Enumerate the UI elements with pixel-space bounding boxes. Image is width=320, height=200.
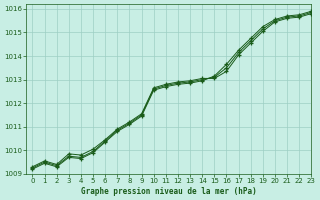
X-axis label: Graphe pression niveau de la mer (hPa): Graphe pression niveau de la mer (hPa) — [81, 187, 257, 196]
